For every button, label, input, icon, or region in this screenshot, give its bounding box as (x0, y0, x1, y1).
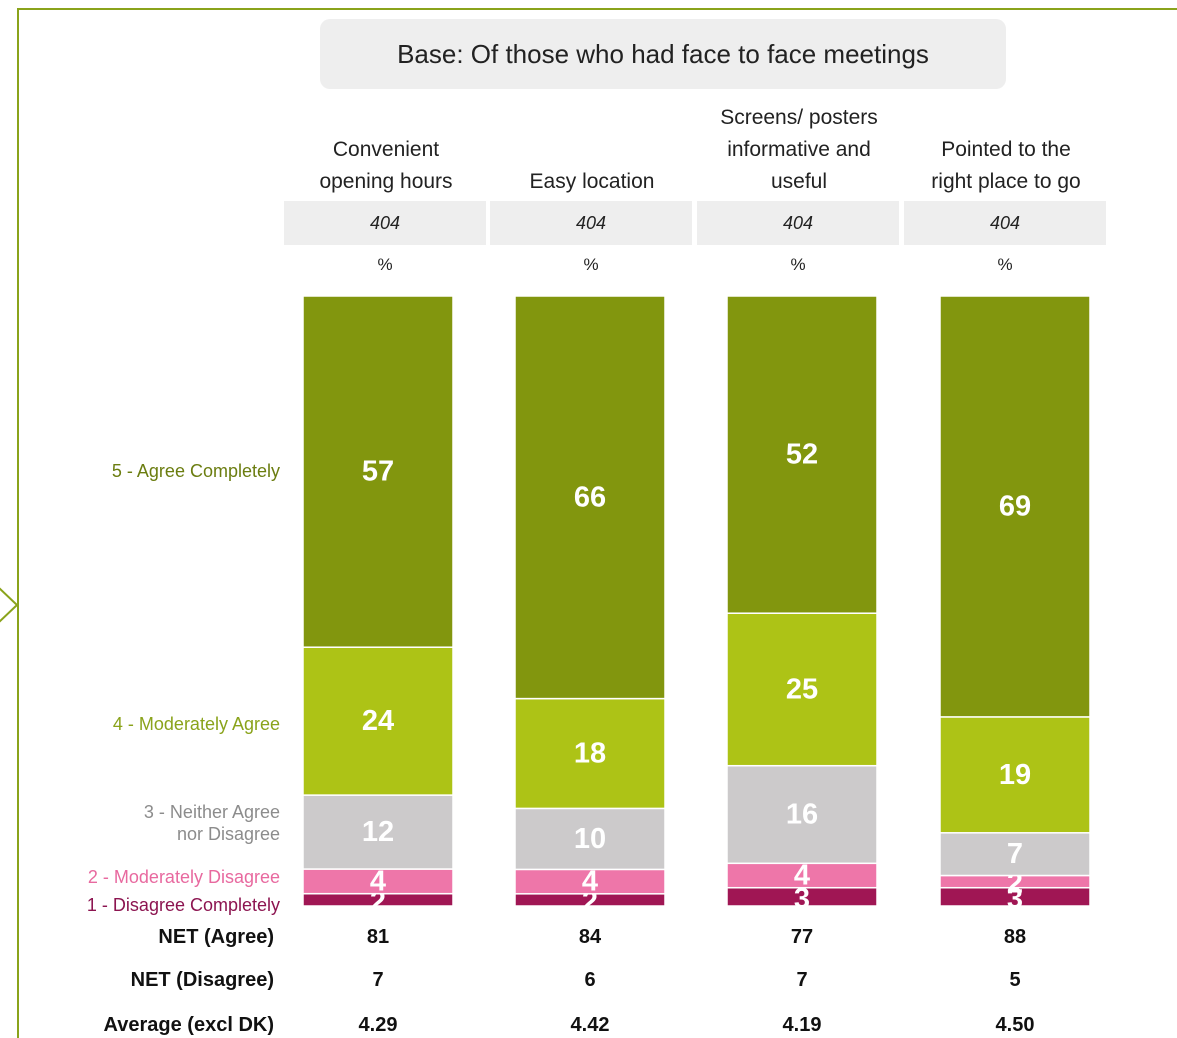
data-label-moderately-agree: 24 (362, 705, 394, 737)
category-label-neither: 3 - Neither Agree nor Disagree (143, 802, 280, 844)
unit-label-3: % (790, 255, 806, 274)
bar-segment-moderately-agree (302, 646, 454, 796)
data-label-disagree-completely: 3 (1007, 883, 1023, 915)
net-disagree-value-1: 7 (372, 969, 384, 991)
category-label-disagree-completely: 1 - Disagree Completely (86, 895, 280, 915)
net-disagree-value-4: 5 (1009, 969, 1021, 991)
column-header-2: Easy location (529, 170, 655, 193)
net-disagree-value-2: 6 (584, 969, 596, 991)
data-label-neither: 7 (1007, 838, 1023, 870)
net-disagree-value-3: 7 (796, 969, 808, 991)
category-label-moderately-disagree: 2 - Moderately Disagree (87, 867, 280, 887)
data-label-moderately-disagree: 4 (582, 866, 598, 898)
bar-segment-moderately-agree (514, 697, 666, 810)
data-label-moderately-agree: 25 (786, 673, 818, 705)
bar-segment-agree-completely (939, 295, 1091, 718)
frame-arrow-icon (0, 587, 19, 623)
bar-segment-agree-completely (726, 295, 878, 614)
net-agree-value-3: 77 (790, 926, 814, 948)
column-header-1: Convenient opening hours (319, 138, 453, 193)
bar-segment-moderately-disagree (302, 868, 454, 895)
net-agree-value-1: 81 (366, 926, 390, 948)
bar-segment-agree-completely (514, 295, 666, 700)
data-label-agree-completely: 66 (574, 481, 606, 513)
base-count-1: 404 (284, 201, 486, 245)
frame-top-border (17, 8, 1177, 10)
bar-segment-neither (302, 794, 454, 870)
data-label-moderately-agree: 18 (574, 738, 606, 770)
net-agree-value-4: 88 (1003, 926, 1027, 948)
summary-label-net-agree: NET (Agree) (158, 926, 274, 948)
base-count-3: 404 (697, 201, 899, 245)
frame-arrow-shape (0, 587, 19, 623)
data-label-disagree-completely: 3 (794, 883, 810, 915)
bar-segment-moderately-agree (939, 716, 1091, 834)
data-label-moderately-disagree: 4 (370, 865, 386, 897)
unit-label-4: % (997, 255, 1013, 274)
frame-left-border (17, 8, 19, 1038)
base-note: Base: Of those who had face to face meet… (320, 19, 1006, 89)
data-label-neither: 16 (786, 799, 818, 831)
bar-segment-moderately-agree (726, 612, 878, 767)
average-value-1: 4.29 (358, 1014, 398, 1036)
bar-segment-neither (514, 807, 666, 871)
average-value-2: 4.42 (570, 1014, 610, 1036)
net-agree-value-2: 84 (578, 926, 602, 948)
unit-label-1: % (377, 255, 393, 274)
column-header-4: Pointed to the right place to go (931, 138, 1081, 193)
summary-label-net-disagree: NET (Disagree) (130, 969, 274, 991)
base-count-4: 404 (904, 201, 1106, 245)
unit-label-2: % (583, 255, 599, 274)
data-label-agree-completely: 69 (999, 490, 1031, 522)
average-value-3: 4.19 (782, 1014, 822, 1036)
summary-label-average: Average (excl DK) (103, 1014, 274, 1036)
data-label-moderately-disagree: 4 (794, 860, 810, 892)
bar-segment-agree-completely (302, 295, 454, 648)
column-header-3: Screens/ posters informative and useful (720, 106, 878, 193)
base-count-2: 404 (490, 201, 692, 245)
data-label-moderately-agree: 19 (999, 759, 1031, 791)
category-label-moderately-agree: 4 - Moderately Agree (112, 714, 280, 734)
average-value-4: 4.50 (995, 1014, 1035, 1036)
data-label-agree-completely: 52 (786, 439, 818, 471)
data-label-neither: 12 (362, 816, 394, 848)
data-label-agree-completely: 57 (362, 456, 394, 488)
data-label-neither: 10 (574, 823, 606, 855)
category-label-agree-completely: 5 - Agree Completely (111, 461, 280, 481)
